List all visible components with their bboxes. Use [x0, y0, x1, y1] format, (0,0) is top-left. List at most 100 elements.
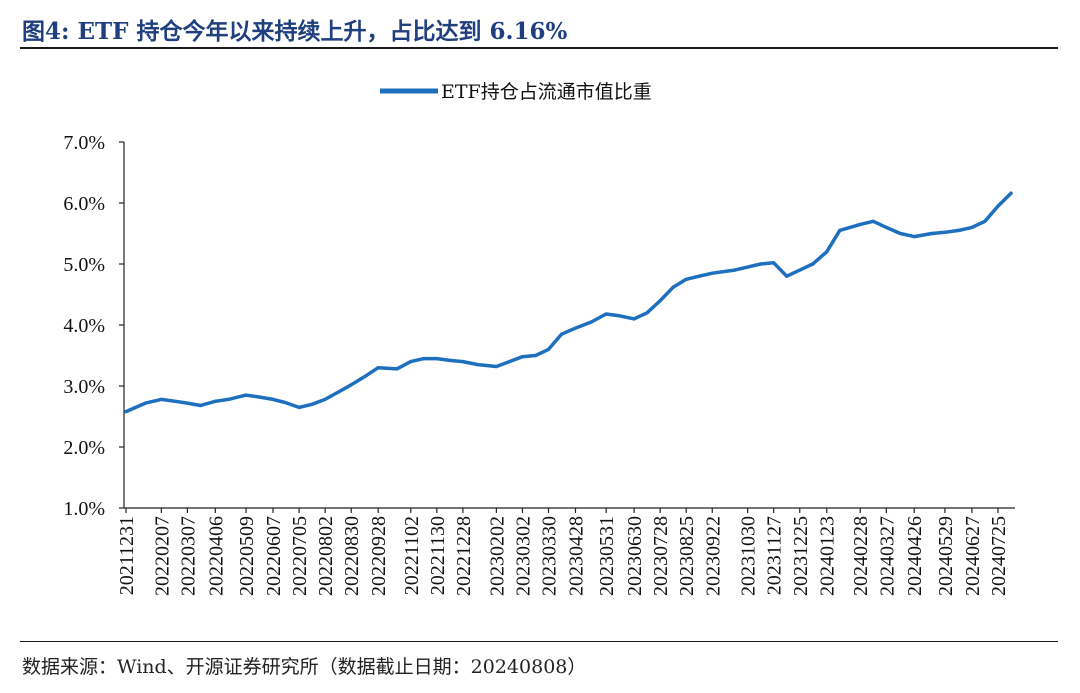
data-point [733, 268, 737, 272]
data-point [244, 393, 248, 397]
x-tick-label: 20240725 [988, 516, 1010, 596]
x-tick-label: 20220509 [236, 516, 258, 596]
x-tick-label: 20240123 [817, 516, 839, 596]
data-point [559, 332, 564, 336]
x-tick-label: 20230825 [676, 516, 698, 596]
data-point [957, 228, 961, 232]
y-tick-label: 5.0% [63, 254, 105, 276]
data-point [395, 367, 399, 371]
data-point [943, 230, 947, 234]
top-rule [20, 47, 1058, 49]
series-line-group [124, 191, 1013, 414]
x-tick-label: 20230330 [538, 516, 560, 596]
data-point [772, 261, 776, 265]
x-tick-label: 20240228 [850, 516, 872, 596]
series-line [124, 191, 1013, 414]
data-point [143, 401, 148, 405]
data-point [871, 219, 875, 223]
x-tick-label: 20230302 [512, 516, 534, 596]
x-tick-label: 20211231 [116, 516, 138, 595]
data-point [362, 375, 366, 379]
data-point [912, 235, 916, 239]
data-point [376, 366, 380, 370]
data-point [645, 311, 649, 315]
data-point [632, 317, 636, 321]
x-tick-label: 20240426 [904, 516, 926, 596]
data-point [476, 363, 480, 367]
x-tick-label: 20230202 [486, 516, 508, 596]
x-tick-label: 20240627 [962, 516, 984, 596]
legend: ETF持仓占流通市值比重 [380, 81, 652, 103]
data-point [257, 395, 261, 399]
y-tick-label: 7.0% [63, 132, 105, 154]
x-tick-label: 20221130 [427, 516, 449, 595]
data-point [448, 358, 452, 362]
x-tick-label: 20231225 [790, 516, 812, 596]
x-tick-label: 20220406 [205, 516, 227, 596]
data-point [996, 204, 1000, 208]
data-point [746, 265, 750, 269]
data-point [930, 231, 934, 236]
data-point [349, 383, 353, 387]
data-point [618, 314, 622, 318]
x-tick-label: 20220802 [315, 516, 337, 596]
y-tick-label: 2.0% [63, 437, 105, 459]
data-point [507, 360, 511, 364]
data-point [858, 222, 862, 226]
x-tick-label: 20230922 [702, 516, 724, 596]
y-tick-label: 4.0% [63, 315, 105, 337]
x-tick-label: 20221228 [453, 516, 475, 596]
data-point [1009, 191, 1013, 195]
data-point [983, 219, 987, 223]
data-point [658, 299, 662, 303]
data-point [297, 405, 301, 409]
x-tick-label: 20230728 [650, 516, 672, 596]
figure-title: 图4: ETF 持仓今年以来持续上升，占比达到 6.16% [22, 18, 568, 45]
data-point [533, 353, 538, 358]
x-tick-label: 20221102 [401, 516, 423, 595]
data-point [226, 397, 230, 401]
data-point [435, 357, 439, 361]
data-point [213, 399, 217, 403]
data-point [785, 274, 789, 278]
y-tick-label: 1.0% [63, 498, 105, 520]
data-point [710, 271, 714, 275]
data-point [336, 390, 340, 394]
x-axis: 20211231 20220207 20220307 20220406 20220509… [116, 507, 1015, 596]
data-point [494, 364, 498, 369]
data-point [546, 347, 551, 351]
x-tick-label: 20231127 [764, 516, 786, 595]
data-point [185, 401, 189, 405]
data-point [898, 231, 902, 236]
data-point [825, 250, 829, 254]
x-tick-label: 20230531 [596, 516, 618, 596]
data-point [811, 262, 815, 266]
data-point [759, 262, 763, 266]
data-point [798, 268, 802, 272]
data-point [604, 312, 608, 316]
data-point [283, 400, 287, 405]
x-tick-label: 20220307 [177, 516, 199, 596]
data-point [198, 403, 202, 408]
y-axis: 1.0% 2.0% 3.0% 4.0% 5.0% 6.0% 7.0% [63, 132, 125, 520]
data-point [461, 360, 465, 364]
y-tick-label: 3.0% [63, 376, 105, 398]
data-point [409, 360, 413, 364]
x-tick-label: 20220928 [368, 516, 390, 596]
data-point [884, 225, 888, 229]
data-point [124, 410, 128, 414]
bottom-rule [20, 641, 1058, 642]
data-point [697, 274, 701, 278]
data-point [520, 355, 525, 359]
x-tick-label: 20230428 [565, 516, 587, 596]
y-tick-label: 6.0% [63, 193, 105, 215]
x-tick-label: 20230630 [624, 516, 646, 596]
x-tick-label: 20240529 [935, 516, 957, 596]
x-tick-label: 20240327 [876, 516, 898, 596]
data-point [422, 357, 426, 361]
data-point [970, 225, 974, 229]
data-point [310, 402, 314, 406]
legend-label: ETF持仓占流通市值比重 [441, 81, 652, 103]
source-note: 数据来源：Wind、开源证券研究所（数据截止日期：20240808） [22, 656, 587, 678]
